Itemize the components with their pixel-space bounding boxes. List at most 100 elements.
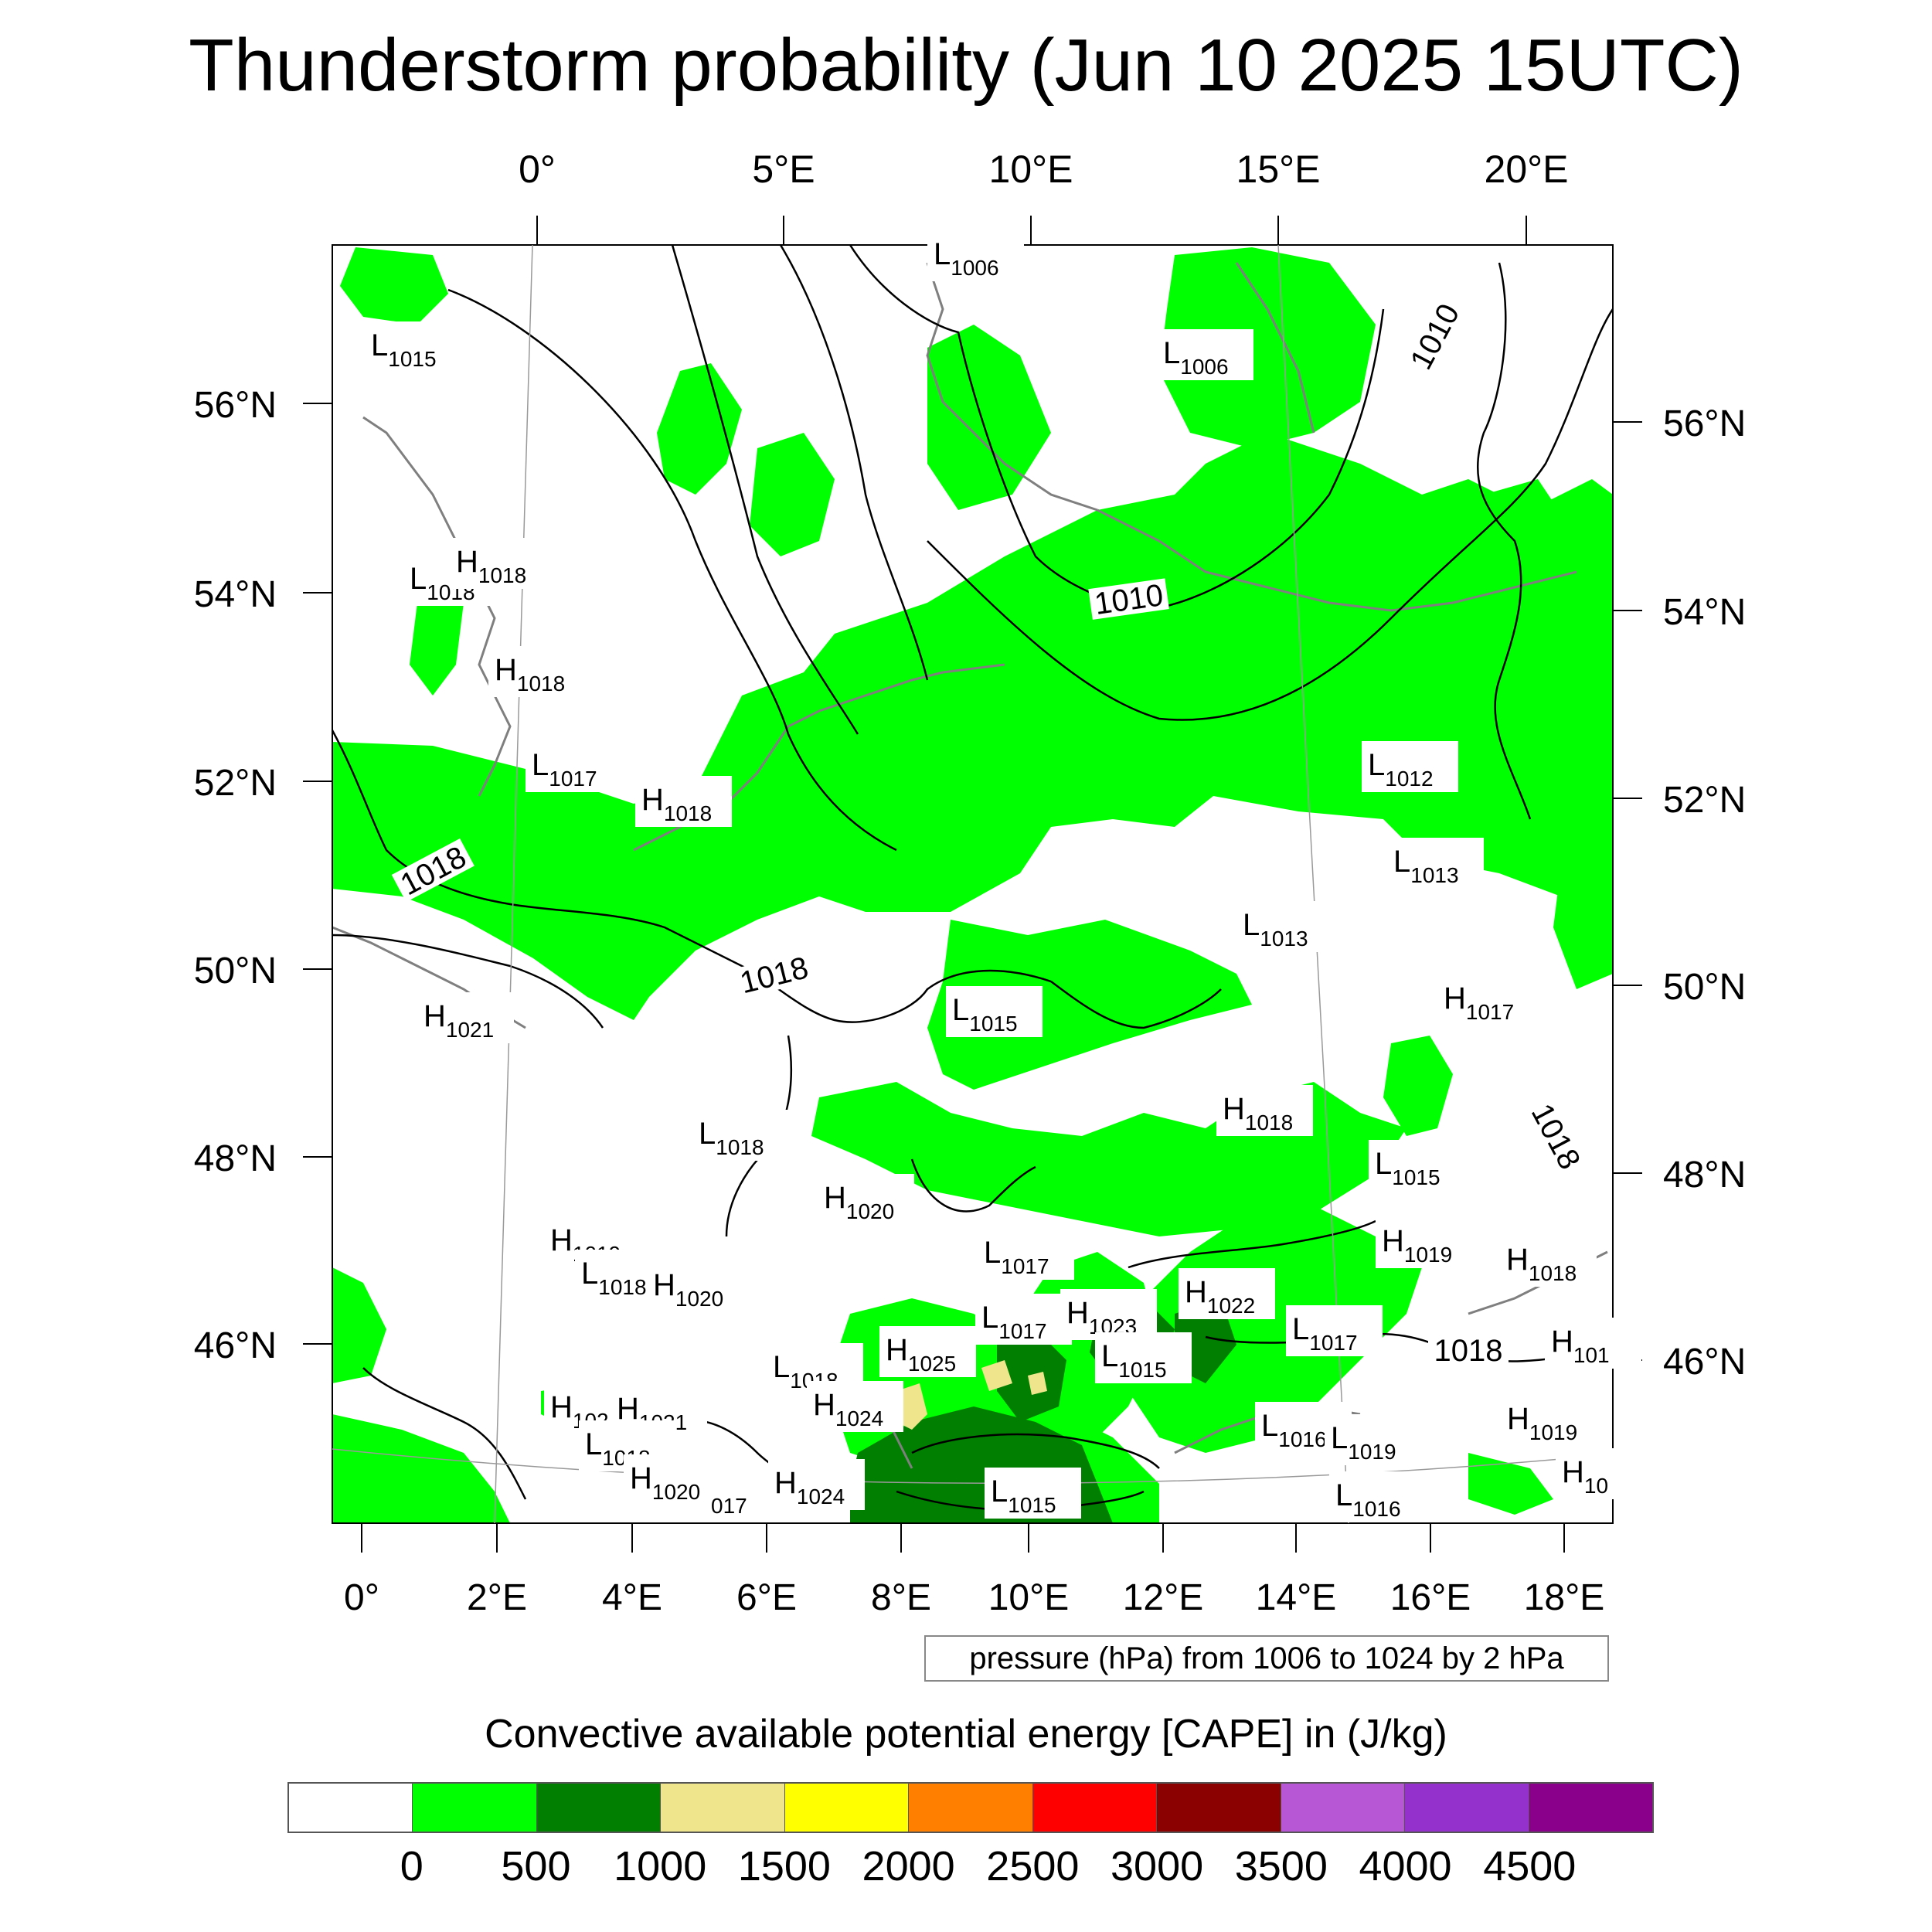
colorbar-tick-label: 500: [501, 1843, 571, 1889]
svg-text:L1012: L1012: [1368, 748, 1434, 791]
right-lat-label: 46°N: [1663, 1342, 1746, 1383]
bottom-lon-label: 12°E: [1123, 1577, 1204, 1618]
pressure-center-type: L: [1163, 336, 1180, 370]
right-lat-label: 48°N: [1663, 1155, 1746, 1196]
pressure-center-label: H1018: [635, 776, 732, 827]
top-lon-label: 5°E: [752, 148, 815, 191]
colorbar-tick-label: 0: [400, 1843, 423, 1889]
pressure-center-label: L1019: [1325, 1414, 1421, 1465]
svg-text:L1017: L1017: [1292, 1312, 1358, 1355]
pressure-center-value: 1018: [1245, 1111, 1293, 1134]
svg-text:L1019: L1019: [1331, 1421, 1396, 1464]
pressure-center-value: 1024: [835, 1406, 883, 1430]
pressure-center-value: 1020: [675, 1287, 723, 1311]
pressure-center-type: H: [1444, 981, 1466, 1015]
pressure-center-value: 1019: [1348, 1440, 1396, 1464]
pressure-center-type: H: [1551, 1325, 1573, 1359]
right-lat-label: 56°N: [1663, 403, 1746, 444]
pressure-center-type: H: [550, 1223, 573, 1257]
bottom-lon-label: 10°E: [988, 1577, 1070, 1618]
svg-text:H1020: H1020: [824, 1181, 894, 1223]
svg-text:L1018: L1018: [581, 1257, 647, 1299]
pressure-center-type: H: [495, 653, 517, 687]
pressure-center-value: 1017: [1001, 1254, 1049, 1278]
pressure-center-value: 1017: [1466, 1000, 1514, 1024]
pressure-center-type: H: [1185, 1275, 1207, 1309]
colorbar-box: [1281, 1784, 1406, 1832]
svg-text:L1015: L1015: [952, 993, 1018, 1036]
pressure-center-type: H: [1507, 1402, 1529, 1436]
pressure-center-type: L: [699, 1117, 716, 1151]
pressure-center-label: H10: [1556, 1448, 1652, 1499]
bottom-lon-label: 2°E: [467, 1577, 527, 1618]
svg-text:L1017: L1017: [984, 1236, 1049, 1278]
pressure-center-label: H1020: [624, 1454, 720, 1505]
pressure-center-type: L: [952, 993, 969, 1027]
pressure-center-type: H: [456, 545, 478, 579]
pressure-center-value: 1015: [1392, 1165, 1440, 1189]
colorbar-box: [1529, 1784, 1652, 1832]
colorbar-tick-label: 3000: [1111, 1843, 1204, 1889]
isobar-label: 1010: [1404, 298, 1467, 375]
top-lon-label: 15°E: [1236, 148, 1321, 191]
left-lat-label: 52°N: [194, 763, 277, 804]
pressure-center-label: L1015: [1095, 1332, 1192, 1383]
svg-text:H1018: H1018: [1506, 1243, 1577, 1285]
pressure-center-type: L: [371, 328, 388, 362]
bottom-lon-label: 18°E: [1524, 1577, 1605, 1618]
isobar-label: 1018: [736, 951, 811, 1000]
pressure-center-label: H1018: [1216, 1085, 1313, 1136]
bottom-lon-label: 14°E: [1256, 1577, 1337, 1618]
left-lat-labels: 56°N 54°N 52°N 50°N 48°N 46°N: [194, 385, 277, 1366]
pressure-center-type: H: [813, 1388, 835, 1422]
colorbar-box: [784, 1784, 910, 1832]
pressure-center-type: L: [991, 1475, 1008, 1509]
pressure-center-value: 1018: [716, 1135, 764, 1159]
pressure-center-type: L: [1331, 1421, 1348, 1455]
pressure-center-label: L1013: [1236, 901, 1333, 952]
pressure-center-label: L1017: [526, 741, 622, 792]
pressure-center-value: 1022: [1207, 1294, 1255, 1318]
pressure-center-label: L1015: [1369, 1140, 1465, 1191]
chart-title: Thunderstorm probability (Jun 10 2025 15…: [189, 24, 1743, 107]
colorbar-tick-label: 4000: [1359, 1843, 1452, 1889]
svg-text:H1018: H1018: [1223, 1092, 1293, 1134]
svg-text:L1017: L1017: [981, 1301, 1047, 1343]
svg-text:L1018: L1018: [699, 1117, 764, 1159]
svg-text:L1016: L1016: [1261, 1409, 1327, 1451]
pressure-center-value: 1006: [951, 256, 998, 280]
bottom-lon-label: 8°E: [871, 1577, 931, 1618]
pressure-center-type: L: [981, 1301, 998, 1335]
pressure-center-type: L: [934, 237, 951, 271]
svg-text:H1019: H1019: [1382, 1224, 1452, 1267]
pressure-center-label: H101: [1545, 1318, 1641, 1369]
left-lat-label: 48°N: [194, 1138, 277, 1179]
pressure-center-type: H: [886, 1333, 908, 1367]
pressure-center-label: H1025: [879, 1326, 976, 1377]
pressure-center-value: 1012: [1385, 767, 1433, 791]
pressure-center-label: H1020: [818, 1174, 914, 1225]
pressure-center-value: 101: [1573, 1343, 1610, 1367]
pressure-center-value: 1020: [652, 1480, 700, 1504]
svg-text:H101: H101: [1551, 1325, 1610, 1367]
pressure-center-value: 1013: [1410, 863, 1458, 887]
pressure-center-value: 1018: [517, 672, 565, 696]
pressure-center-value: 1021: [446, 1018, 494, 1042]
svg-text:L1016: L1016: [1335, 1478, 1401, 1521]
colorbar-box: [413, 1784, 537, 1832]
top-lon-labels: 0° 5°E 10°E 15°E 20°E: [519, 148, 1568, 191]
pressure-center-value: 1018: [1529, 1261, 1577, 1285]
pressure-center-type: L: [984, 1236, 1001, 1270]
pressure-center-value: 1018: [664, 801, 712, 825]
pressure-center-label: L1015: [365, 321, 461, 372]
left-lat-label: 54°N: [194, 574, 277, 615]
pressure-center-label: L1013: [1387, 838, 1484, 889]
right-lat-label: 54°N: [1663, 592, 1746, 633]
pressure-center-type: H: [653, 1268, 675, 1302]
bottom-lon-labels: 0° 2°E 4°E 6°E 8°E 10°E 12°E 14°E 16°E 1…: [344, 1577, 1604, 1618]
pressure-center-type: L: [585, 1427, 602, 1461]
left-lat-label: 46°N: [194, 1325, 277, 1366]
left-lat-label: 56°N: [194, 385, 277, 426]
